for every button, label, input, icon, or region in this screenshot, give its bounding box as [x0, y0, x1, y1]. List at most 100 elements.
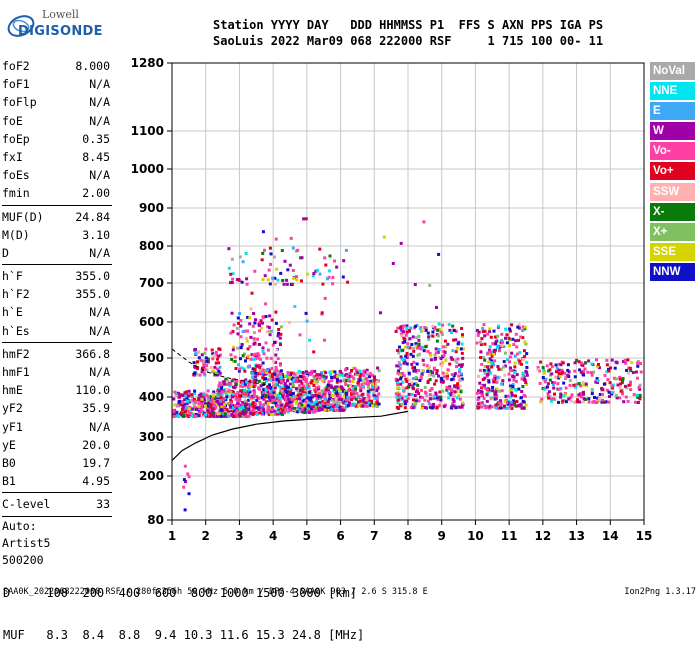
echo-point: [491, 342, 495, 346]
echo-point: [396, 349, 400, 352]
echo-point: [275, 371, 279, 374]
echo-point: [266, 385, 270, 388]
echo-point: [217, 389, 221, 393]
echo-point: [412, 349, 416, 353]
echo-point: [343, 407, 347, 411]
echo-point: [276, 334, 280, 338]
echo-point: [628, 366, 632, 370]
echo-point: [335, 385, 339, 389]
echo-point: [426, 364, 430, 368]
y-tick-label: 300: [139, 430, 164, 444]
echo-point: [292, 397, 296, 401]
echo-point: [376, 366, 380, 370]
echo-point: [271, 372, 275, 376]
echo-point: [258, 369, 262, 373]
echo-point: [371, 385, 375, 389]
echo-point: [245, 407, 249, 411]
echo-point: [260, 258, 264, 262]
echo-point: [298, 409, 302, 413]
echo-point: [200, 353, 204, 357]
echo-point: [508, 355, 512, 359]
echo-point: [179, 413, 183, 416]
x-tick-label: 13: [568, 529, 585, 543]
echo-point: [554, 363, 558, 367]
echo-point: [613, 366, 617, 370]
echo-point: [279, 407, 283, 411]
param-row: foF2 8.000: [2, 57, 168, 75]
echo-point: [370, 401, 373, 405]
echo-point: [581, 380, 585, 384]
echo-point: [342, 394, 346, 398]
echo-point: [398, 363, 402, 367]
echo-point: [305, 386, 309, 390]
echo-point: [461, 333, 464, 337]
echo-point: [444, 358, 448, 362]
echo-point: [538, 381, 542, 385]
echo-point: [553, 381, 557, 385]
echo-point: [172, 415, 176, 418]
echo-point: [399, 241, 403, 245]
echo-point: [317, 387, 320, 391]
echo-point: [241, 354, 245, 358]
param-label: foE: [2, 113, 23, 128]
x-tick-label: 5: [303, 529, 311, 543]
echo-point: [461, 403, 465, 407]
echo-point: [304, 400, 308, 404]
echo-point: [437, 355, 441, 359]
echo-point: [240, 379, 244, 383]
legend-item: NoVal: [650, 62, 695, 80]
echo-point: [186, 413, 190, 417]
echo-point: [271, 407, 275, 411]
echo-point: [582, 369, 585, 373]
echo-point: [582, 392, 586, 396]
echo-point: [239, 389, 243, 393]
echo-point: [215, 367, 219, 371]
echo-point: [321, 402, 325, 406]
echo-point: [274, 310, 278, 314]
profile-curves: [171, 348, 409, 461]
echo-point: [193, 364, 197, 368]
echo-point: [306, 272, 310, 276]
echo-point: [268, 398, 272, 402]
echo-point: [292, 372, 296, 376]
echo-point: [313, 369, 317, 373]
echo-point: [336, 374, 340, 378]
echo-point: [614, 377, 618, 381]
echo-point: [274, 401, 278, 405]
echo-point: [607, 390, 611, 394]
echo-point: [183, 508, 187, 512]
echo-point: [239, 357, 242, 361]
echo-point: [582, 390, 585, 394]
echo-point: [400, 402, 404, 406]
echo-point: [317, 385, 321, 389]
echo-point: [521, 374, 525, 378]
echo-point: [318, 272, 322, 276]
echo-point: [450, 373, 454, 376]
echo-point: [181, 401, 185, 405]
echo-point: [249, 335, 253, 339]
echo-point: [356, 381, 360, 385]
echo-point: [547, 390, 551, 394]
echo-point: [509, 395, 513, 399]
echo-point: [213, 371, 217, 375]
echo-point: [509, 366, 512, 370]
param-row: foFlp N/A: [2, 93, 168, 111]
y-tick-label: 900: [139, 201, 164, 215]
echo-point: [551, 381, 555, 384]
echo-point: [620, 381, 624, 385]
echo-point: [194, 412, 198, 416]
echo-point: [482, 323, 486, 327]
echo-point: [308, 372, 312, 376]
echo-point: [362, 400, 366, 404]
echo-point: [446, 374, 449, 378]
echo-point: [264, 372, 268, 376]
echo-point: [494, 340, 498, 343]
echo-point: [590, 392, 594, 396]
echo-point: [302, 392, 306, 396]
echo-point: [184, 390, 188, 394]
legend-item: X-: [650, 202, 695, 221]
echo-point: [183, 464, 187, 468]
echo-point: [455, 384, 459, 388]
echo-point: [414, 342, 418, 346]
echo-point: [451, 324, 455, 328]
